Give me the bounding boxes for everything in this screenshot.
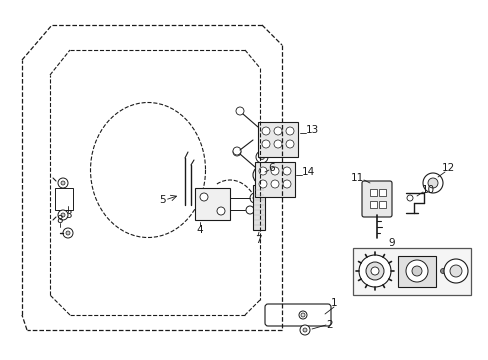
- Circle shape: [256, 151, 267, 163]
- Circle shape: [405, 260, 427, 282]
- Bar: [254, 162, 294, 197]
- Text: 11: 11: [350, 173, 363, 183]
- Text: 4: 4: [196, 225, 203, 235]
- Circle shape: [270, 180, 279, 188]
- Circle shape: [66, 231, 70, 235]
- Bar: [258, 122, 297, 157]
- Text: 9: 9: [388, 238, 394, 248]
- Circle shape: [303, 328, 306, 332]
- Text: 8: 8: [57, 215, 63, 225]
- Circle shape: [217, 207, 224, 215]
- Circle shape: [252, 166, 270, 184]
- Circle shape: [298, 311, 306, 319]
- Circle shape: [232, 148, 241, 156]
- Circle shape: [262, 140, 269, 148]
- Circle shape: [411, 266, 421, 276]
- Circle shape: [422, 173, 442, 193]
- Circle shape: [200, 193, 207, 201]
- Circle shape: [58, 178, 68, 188]
- Bar: [369, 189, 376, 196]
- Text: 6: 6: [268, 163, 275, 173]
- Text: 13: 13: [305, 125, 318, 135]
- Text: 5: 5: [159, 195, 165, 205]
- Circle shape: [440, 269, 445, 274]
- Circle shape: [301, 313, 305, 317]
- Circle shape: [232, 147, 241, 155]
- Bar: [378, 189, 385, 196]
- Circle shape: [258, 171, 265, 179]
- Circle shape: [358, 255, 390, 287]
- Circle shape: [273, 140, 282, 148]
- Circle shape: [427, 178, 437, 188]
- Bar: [378, 201, 385, 208]
- Circle shape: [61, 181, 65, 185]
- Circle shape: [262, 127, 269, 135]
- Circle shape: [259, 154, 264, 159]
- Text: 7: 7: [254, 235, 261, 245]
- Circle shape: [259, 167, 266, 175]
- Circle shape: [283, 180, 290, 188]
- Circle shape: [236, 107, 244, 115]
- FancyBboxPatch shape: [361, 181, 391, 217]
- Circle shape: [443, 259, 467, 283]
- Circle shape: [270, 167, 279, 175]
- Text: 14: 14: [301, 167, 314, 177]
- Circle shape: [283, 167, 290, 175]
- Circle shape: [252, 196, 257, 200]
- Circle shape: [273, 127, 282, 135]
- Circle shape: [406, 195, 412, 201]
- Bar: [397, 256, 435, 287]
- Text: 2: 2: [326, 320, 333, 330]
- Text: 12: 12: [441, 163, 454, 173]
- Bar: [252, 185, 264, 230]
- Text: 3: 3: [64, 210, 71, 220]
- Circle shape: [63, 228, 73, 238]
- Circle shape: [58, 210, 68, 220]
- Circle shape: [299, 325, 309, 335]
- Bar: [369, 201, 376, 208]
- Circle shape: [245, 206, 253, 214]
- Circle shape: [285, 140, 293, 148]
- FancyBboxPatch shape: [264, 304, 330, 326]
- Bar: [55, 188, 73, 210]
- Bar: [352, 248, 470, 295]
- Circle shape: [259, 180, 266, 188]
- Circle shape: [285, 127, 293, 135]
- Circle shape: [370, 267, 378, 275]
- Circle shape: [449, 265, 461, 277]
- Circle shape: [365, 262, 383, 280]
- Text: 10: 10: [421, 185, 434, 195]
- Circle shape: [249, 193, 260, 203]
- Circle shape: [61, 213, 65, 217]
- Text: 1: 1: [330, 298, 337, 308]
- Bar: [195, 188, 229, 220]
